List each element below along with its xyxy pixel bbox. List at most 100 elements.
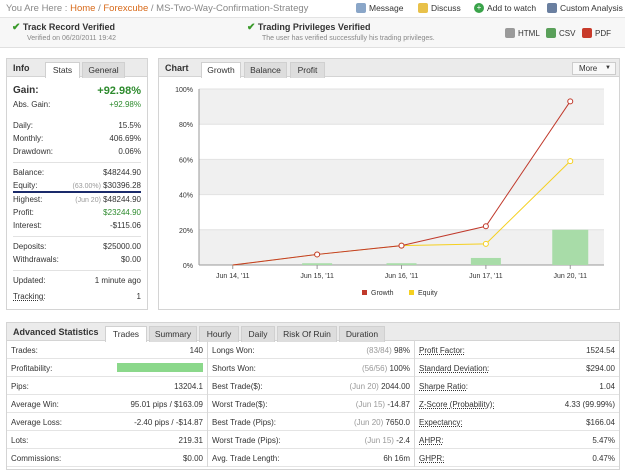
stat-note: (83/84) (366, 346, 392, 355)
stat-label[interactable]: Standard Deviation: (419, 364, 490, 373)
equity-percent: (63.00%) (72, 183, 101, 190)
stat-note: (56/56) (361, 364, 388, 373)
stat-value-text: 98% (393, 346, 410, 355)
export-csv-label: CSV (559, 28, 576, 38)
discuss-label: Discuss (431, 3, 461, 13)
track-record-verified: ✔ Track Record Verified (12, 22, 115, 33)
chat-icon (418, 3, 428, 13)
add-to-watch-label: Add to watch (487, 3, 537, 13)
export-html-button[interactable]: HTML (505, 28, 540, 38)
stat-value: (Jun 15) -14.87 (356, 400, 410, 409)
tab-hourly[interactable]: Hourly (199, 326, 239, 342)
trading-privileges-subtitle: The user has verified successfully his t… (262, 35, 435, 42)
add-to-watch-button[interactable]: + Add to watch (474, 3, 536, 13)
stat-value: 5.47% (592, 436, 615, 445)
x-tick-label: Jun 17, '11 (469, 273, 503, 280)
stat-label[interactable]: Z-Score (Probability): (419, 400, 495, 409)
stat-value-text: 5.47% (592, 436, 615, 445)
stat-value-text: 1.04 (599, 382, 615, 391)
export-pdf-button[interactable]: PDF (582, 28, 611, 38)
trading-privileges-title: Trading Privileges Verified (257, 22, 371, 32)
stat-row: Standard Deviation: $294.00 (415, 359, 619, 377)
stat-value: 0.47% (592, 454, 615, 463)
monthly-label: Monthly: (13, 134, 44, 143)
advanced-statistics-title: Advanced Statistics (13, 327, 99, 337)
stat-value: (Jun 15) -2.4 (365, 436, 410, 445)
stat-value-text: $294.00 (586, 364, 615, 373)
stat-note: (Jun 15) (355, 400, 386, 409)
breadcrumb-home-link[interactable]: Home (70, 3, 96, 14)
tab-duration[interactable]: Duration (339, 326, 385, 342)
stat-label[interactable]: Expectancy: (419, 418, 463, 427)
tab-stats[interactable]: Stats (45, 62, 80, 78)
growth-point (567, 98, 574, 105)
stat-label[interactable]: Sharpe Ratio: (419, 382, 468, 391)
growth-chart: 0% 20% 40% 60% 80% 100% Jun 14, '11 Jun 15, '11… (175, 87, 604, 297)
daily-value: 15.5% (118, 121, 141, 130)
export-csv-button[interactable]: CSV (546, 28, 575, 38)
gain-label: Gain: (13, 85, 39, 96)
balance-value: $48244.90 (103, 168, 141, 177)
check-icon: ✔ (12, 22, 21, 33)
profit-label: Profit: (13, 208, 34, 217)
growth-point (398, 242, 405, 249)
stat-label: Longs Won: (212, 346, 255, 355)
stat-value: $0.00 (183, 454, 203, 463)
stat-row: Pips: 13204.1 (7, 377, 207, 395)
message-button[interactable]: Message (356, 3, 404, 13)
daily-label: Daily: (13, 121, 34, 130)
stat-row: Lots: 219.31 (7, 431, 207, 449)
stat-label: Avg. Trade Length: (212, 454, 280, 463)
x-tick-label: Jun 15, '11 (300, 273, 334, 280)
growth-point (482, 223, 489, 230)
stat-row: Average Win: 95.01 pips / $163.09 (7, 395, 207, 413)
custom-analysis-button[interactable]: Custom Analysis (547, 3, 623, 13)
equity-row: Equity: (63.00%) $30396.28 (13, 181, 141, 193)
withdrawals-label: Withdrawals: (13, 255, 59, 264)
bar (302, 263, 333, 265)
x-tick-label: Jun 16, '11 (385, 273, 419, 280)
tab-profit[interactable]: Profit (290, 62, 325, 78)
divider (13, 236, 141, 237)
bar (470, 257, 501, 265)
discuss-button[interactable]: Discuss (418, 3, 461, 13)
stat-label: Pips: (11, 382, 29, 391)
tab-summary[interactable]: Summary (149, 326, 197, 342)
plus-icon: + (474, 3, 484, 13)
stat-row: GHPR: 0.47% (415, 449, 619, 467)
profit-value: $23244.90 (103, 208, 141, 217)
stat-value: 4.33 (99.99%) (565, 400, 615, 409)
tab-risk-of-ruin[interactable]: Risk Of Ruin (277, 326, 337, 342)
stat-label[interactable]: AHPR: (419, 436, 444, 445)
more-dropdown[interactable]: More ▼ (572, 62, 616, 75)
stat-value: $294.00 (586, 364, 615, 373)
stat-value-text: 0.47% (592, 454, 615, 463)
info-panel-title: Info (13, 63, 30, 73)
chart-panel: Chart Growth Balance Profit More ▼ 0% 20%… (158, 58, 620, 310)
tab-general[interactable]: General (82, 62, 125, 78)
track-record-subtitle: Verified on 06/20/2011 19:42 (27, 35, 117, 42)
abs-gain-row: Abs. Gain: +92.98% (13, 100, 141, 112)
stat-label: Best Trade (Pips): (212, 418, 277, 427)
tab-growth[interactable]: Growth (201, 62, 241, 78)
top-bar (0, 0, 625, 18)
stat-note: (Jun 20) (353, 418, 384, 427)
stat-value-text: 7650.0 (385, 418, 410, 427)
monthly-row: Monthly: 406.69% (13, 134, 141, 146)
breadcrumb-user-link[interactable]: Forexcube (103, 3, 149, 14)
track-record-title: Track Record Verified (22, 22, 115, 32)
updated-row: Updated: 1 minute ago (13, 276, 141, 288)
column-divider (207, 340, 208, 467)
tab-balance[interactable]: Balance (244, 62, 287, 78)
interest-row: Interest: -$115.06 (13, 221, 141, 233)
updated-value: 1 minute ago (94, 276, 141, 285)
stat-label[interactable]: GHPR: (419, 454, 445, 463)
stat-label[interactable]: Profit Factor: (419, 346, 465, 355)
info-panel: Info Stats General Gain: +92.98% Abs. Ga… (6, 58, 148, 310)
divider (13, 270, 141, 271)
tracking-link[interactable]: Tracking: (13, 292, 46, 301)
gain-row: Gain: +92.98% (13, 85, 141, 99)
stat-value: $166.04 (586, 418, 615, 427)
tab-trades[interactable]: Trades (105, 326, 147, 342)
tab-daily[interactable]: Daily (241, 326, 275, 342)
